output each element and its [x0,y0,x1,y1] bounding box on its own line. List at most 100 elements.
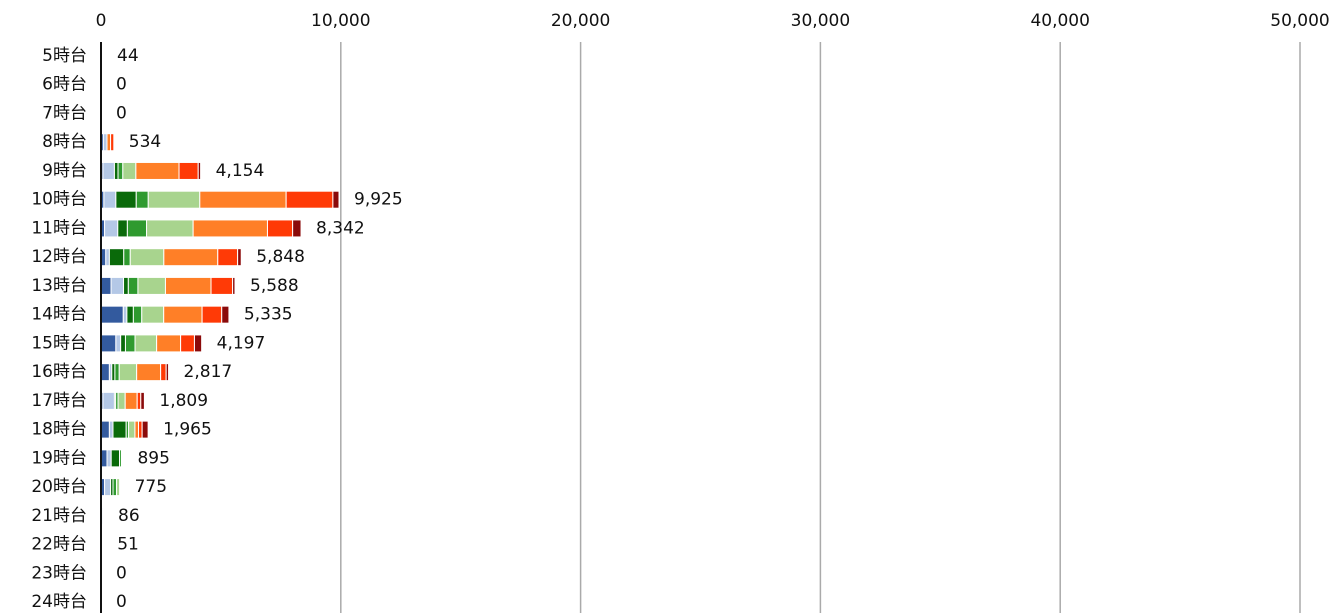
bar-segment [163,248,219,267]
category-label: 17時台 [31,391,87,411]
bar-segment [102,391,115,410]
category-label: 9時台 [42,161,87,181]
bar-segment [128,420,136,439]
category-label: 8時台 [42,132,87,152]
total-label: 1,809 [159,391,208,411]
bar-segment [232,276,236,295]
bar-segment [237,248,242,267]
bar-segment [100,363,110,382]
bar-segment [140,391,145,410]
bar-segment [199,190,287,209]
x-tick-label: 40,000 [1030,11,1089,31]
bar-segment [135,161,180,180]
bar-segment [120,334,126,353]
bar-segment [160,363,167,382]
bar-segment [266,219,294,238]
x-tick-label: 0 [96,11,107,31]
bar-segment [110,449,121,468]
category-label: 23時台 [31,563,87,583]
total-label: 4,197 [217,333,266,353]
bar-segment [201,305,223,324]
bar-segment [134,334,158,353]
total-label: 0 [116,103,127,123]
total-label: 2,817 [184,362,233,382]
bar-segment [112,420,127,439]
bar-segment [124,334,136,353]
bar-segment [141,305,165,324]
total-label: 5,848 [256,247,305,267]
bar-segment [100,420,110,439]
category-label: 14時台 [31,305,87,325]
bar-segment [110,133,115,152]
total-label: 534 [129,132,161,152]
bar-segment [102,133,108,152]
bar-segment [117,161,124,180]
bar-segment [115,334,122,353]
bar-segment [134,420,140,439]
category-label: 19時台 [31,448,87,468]
bar-segment [114,363,120,382]
bar-segment [193,334,203,353]
bar-segment [129,248,165,267]
bar-segment [180,334,195,353]
total-label: 9,925 [354,190,403,210]
bar-segment [100,334,117,353]
total-label: 51 [117,535,139,555]
bar-segment [156,334,182,353]
bar-segment [112,478,118,497]
x-tick-label: 10,000 [311,11,370,31]
bar-segment [102,161,115,180]
bar-segment [110,276,125,295]
category-label: 16時台 [31,362,87,382]
bar-segment [137,276,166,295]
bar-segment [126,305,134,324]
total-label: 4,154 [216,161,265,181]
bar-segment [138,420,143,439]
bar-segment [108,420,114,439]
x-tick-label: 20,000 [551,11,610,31]
bar-segment [122,161,137,180]
bar-segment [123,276,129,295]
bar-segment [197,161,202,180]
bar-segment [164,276,212,295]
bar-segment [108,248,125,267]
bar-segment [141,420,149,439]
bar-segment [104,219,119,238]
bar-segment [123,248,131,267]
bar-segment [113,161,119,180]
bar-segment [135,190,149,209]
category-label: 11時台 [31,218,87,238]
total-label: 86 [118,506,140,526]
bar-segment [126,219,148,238]
bar-segment [217,248,239,267]
bar-segment [292,219,302,238]
total-label: 8,342 [316,218,365,238]
total-label: 775 [135,477,167,497]
bar-segment [165,363,170,382]
total-label: 5,588 [250,276,299,296]
total-label: 0 [116,75,127,95]
total-label: 895 [137,448,169,468]
category-label: 12時台 [31,247,87,267]
category-label: 5時台 [42,46,87,66]
category-label: 21時台 [31,506,87,526]
bar-segment [106,133,112,152]
total-label: 0 [116,592,127,612]
bar-segment [121,449,123,468]
bar-segment [163,305,203,324]
bar-segment [117,391,126,410]
bar-segment [116,478,121,497]
total-label: 0 [116,563,127,583]
bar-segment [192,219,268,238]
bar-segment [332,190,340,209]
category-label: 13時台 [31,276,87,296]
bar-segment [118,363,138,382]
category-label: 24時台 [31,592,87,612]
bar-segment [285,190,334,209]
bar-segment [105,248,110,267]
total-label: 5,335 [244,305,293,325]
category-label: 6時台 [42,75,87,95]
bar-segment [147,190,201,209]
bar-segment [136,363,162,382]
